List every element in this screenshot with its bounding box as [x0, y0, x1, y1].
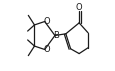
Text: O: O [75, 3, 82, 12]
Text: O: O [43, 17, 49, 26]
Text: O: O [43, 45, 49, 54]
Text: B: B [53, 31, 59, 40]
